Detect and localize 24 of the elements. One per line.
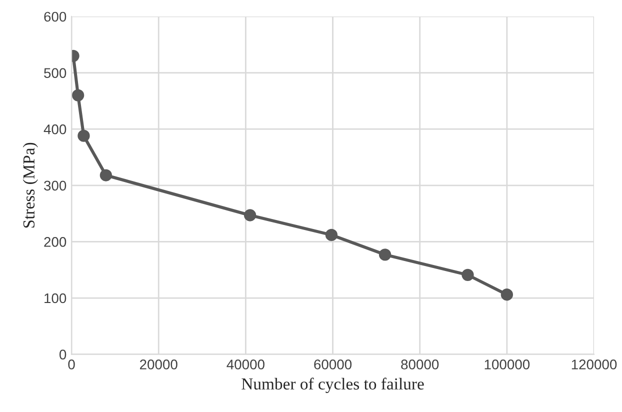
y-tick-label: 400 xyxy=(44,124,66,134)
y-axis-title: Stress (MPa) xyxy=(22,142,38,228)
y-tick-label: 200 xyxy=(44,237,66,247)
y-tick-label: 0 xyxy=(59,350,66,360)
point xyxy=(78,130,90,142)
point xyxy=(100,169,112,182)
x-tick-label: 20000 xyxy=(140,360,178,370)
x-tick-label: 100000 xyxy=(484,360,530,370)
x-tick-label: 40000 xyxy=(226,360,264,370)
point xyxy=(462,268,474,282)
x-tick-label: 60000 xyxy=(314,360,352,370)
x-tick-label: 80000 xyxy=(401,360,439,370)
x-tick-label: 0 xyxy=(68,360,75,370)
y-tick-label: 600 xyxy=(44,12,66,22)
point xyxy=(244,209,256,222)
y-tick-label: 300 xyxy=(44,180,66,191)
point xyxy=(72,89,84,102)
y-tick-label: 500 xyxy=(44,68,66,78)
point xyxy=(325,228,338,242)
point xyxy=(378,248,392,261)
point xyxy=(500,288,514,301)
y-tick-label: 100 xyxy=(44,293,66,304)
x-tick-label: 120000 xyxy=(572,360,617,370)
x-axis-title: Number of cycles to failure xyxy=(242,378,424,394)
